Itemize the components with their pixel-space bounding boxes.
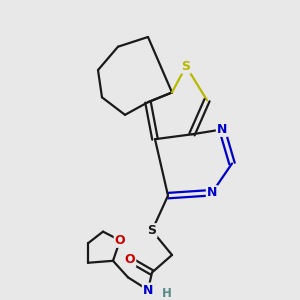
- Text: N: N: [217, 123, 227, 136]
- Text: O: O: [115, 234, 125, 247]
- Text: N: N: [143, 284, 153, 296]
- Text: S: S: [182, 60, 190, 73]
- Text: O: O: [125, 253, 135, 266]
- Text: S: S: [148, 224, 157, 237]
- Text: H: H: [162, 287, 172, 300]
- Text: N: N: [207, 186, 217, 199]
